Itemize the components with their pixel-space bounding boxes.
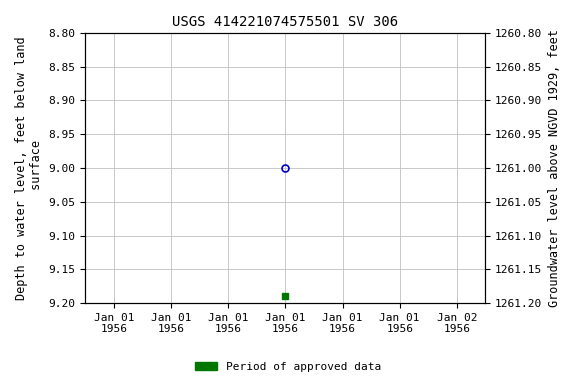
Legend: Period of approved data: Period of approved data	[191, 358, 385, 377]
Y-axis label: Groundwater level above NGVD 1929, feet: Groundwater level above NGVD 1929, feet	[548, 29, 561, 307]
Y-axis label: Depth to water level, feet below land
 surface: Depth to water level, feet below land su…	[15, 36, 43, 300]
Title: USGS 414221074575501 SV 306: USGS 414221074575501 SV 306	[172, 15, 399, 29]
